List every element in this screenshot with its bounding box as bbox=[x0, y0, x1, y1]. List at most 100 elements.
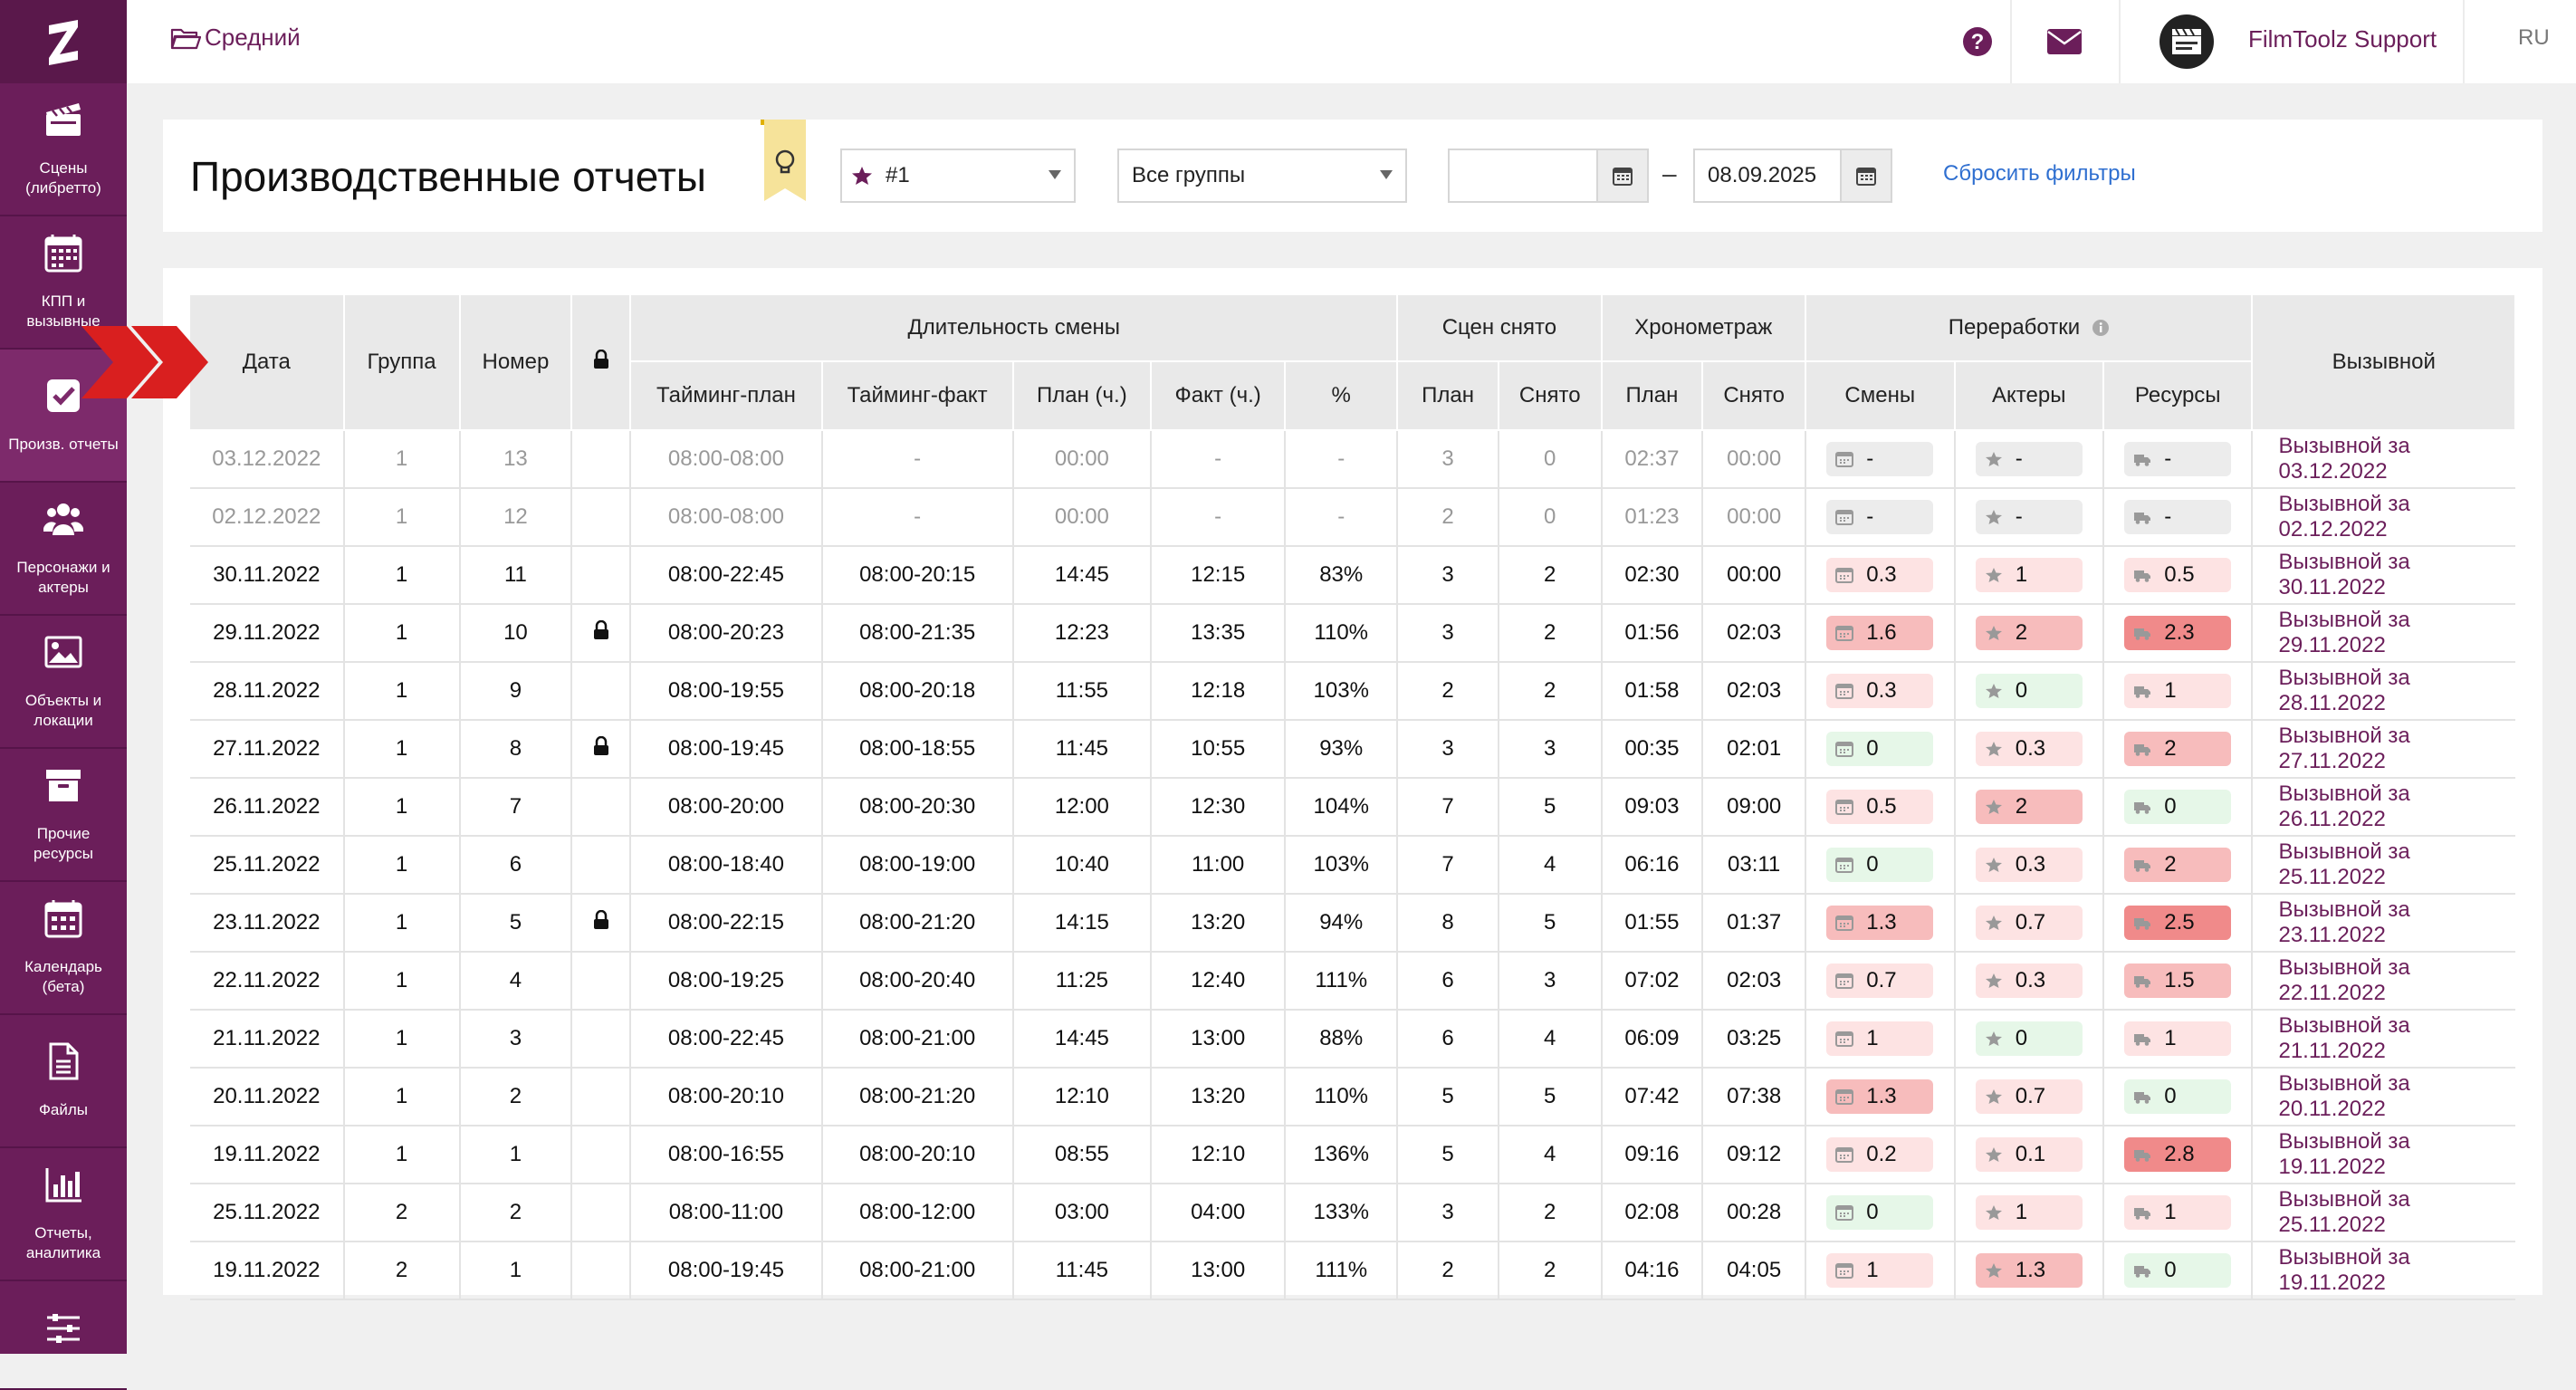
table-row[interactable]: 30.11.2022 1 11 08:00-22:45 08:00-20:15 14:45… bbox=[190, 546, 2515, 605]
overtime-shifts-pill[interactable]: 1.6 bbox=[1826, 616, 1934, 650]
header-timing-fact[interactable]: Тайминг-факт bbox=[821, 361, 1014, 431]
overtime-resources-pill[interactable]: 0 bbox=[2124, 790, 2232, 824]
overtime-actors-pill[interactable]: 0.7 bbox=[1975, 906, 2083, 940]
callsheet-link[interactable]: Вызывной за 19.11.2022 bbox=[2252, 1241, 2515, 1300]
reset-filters-link[interactable]: Сбросить фильтры bbox=[1943, 161, 2136, 186]
overtime-shifts-pill[interactable]: - bbox=[1826, 500, 1934, 534]
sidebar-item-7[interactable]: Календарь (бета) bbox=[0, 882, 127, 1015]
overtime-actors-pill[interactable]: 0.3 bbox=[1975, 848, 2083, 882]
overtime-actors-pill[interactable]: 0.3 bbox=[1975, 963, 2083, 998]
header-timing-plan-2[interactable]: План bbox=[1601, 361, 1704, 431]
overtime-shifts-pill[interactable]: 0 bbox=[1826, 1195, 1934, 1230]
overtime-resources-pill[interactable]: 2.5 bbox=[2124, 906, 2232, 940]
overtime-resources-pill[interactable]: 2 bbox=[2124, 848, 2232, 882]
sidebar-item-5[interactable]: Объекты и локации bbox=[0, 616, 127, 749]
overtime-shifts-pill[interactable]: 0.7 bbox=[1826, 963, 1934, 998]
sidebar-item-1[interactable]: Сцены (либретто) bbox=[0, 83, 127, 216]
overtime-resources-pill[interactable]: - bbox=[2124, 500, 2232, 534]
overtime-actors-pill[interactable]: 1 bbox=[1975, 1195, 2083, 1230]
header-plan-hours[interactable]: План (ч.) bbox=[1012, 361, 1153, 431]
table-row[interactable]: 21.11.2022 1 3 08:00-22:45 08:00-21:00 14:45 1… bbox=[190, 1010, 2515, 1069]
overtime-actors-pill[interactable]: 0 bbox=[1975, 674, 2083, 708]
callsheet-link[interactable]: Вызывной за 22.11.2022 bbox=[2252, 952, 2515, 1011]
overtime-shifts-pill[interactable]: 1.3 bbox=[1826, 906, 1934, 940]
overtime-actors-pill[interactable]: 2 bbox=[1975, 790, 2083, 824]
header-group[interactable]: Группа bbox=[343, 295, 461, 431]
group-select[interactable]: #1 bbox=[840, 149, 1076, 203]
breadcrumb[interactable]: Средний bbox=[170, 24, 301, 52]
callsheet-link[interactable]: Вызывной за 19.11.2022 bbox=[2252, 1126, 2515, 1184]
app-logo[interactable] bbox=[0, 0, 127, 83]
callsheet-link[interactable]: Вызывной за 30.11.2022 bbox=[2252, 546, 2515, 605]
overtime-shifts-pill[interactable]: 1 bbox=[1826, 1253, 1934, 1288]
overtime-resources-pill[interactable]: 1.5 bbox=[2124, 963, 2232, 998]
help-button[interactable]: ? bbox=[1950, 0, 2005, 83]
overtime-shifts-pill[interactable]: 0 bbox=[1826, 732, 1934, 766]
date-to-field[interactable]: 08.09.2025 bbox=[1693, 149, 1892, 203]
callsheet-link[interactable]: Вызывной за 03.12.2022 bbox=[2252, 430, 2515, 489]
callsheet-link[interactable]: Вызывной за 28.11.2022 bbox=[2252, 662, 2515, 721]
overtime-resources-pill[interactable]: 1 bbox=[2124, 1195, 2232, 1230]
overtime-actors-pill[interactable]: - bbox=[1975, 500, 2083, 534]
overtime-resources-pill[interactable]: 2.8 bbox=[2124, 1137, 2232, 1172]
header-scenes-shot-count[interactable]: Снято bbox=[1498, 361, 1603, 431]
overtime-shifts-pill[interactable]: 1 bbox=[1826, 1021, 1934, 1056]
callsheet-link[interactable]: Вызывной за 25.11.2022 bbox=[2252, 1184, 2515, 1242]
overtime-actors-pill[interactable]: 0.7 bbox=[1975, 1079, 2083, 1114]
callsheet-link[interactable]: Вызывной за 26.11.2022 bbox=[2252, 778, 2515, 837]
overtime-shifts-pill[interactable]: - bbox=[1826, 442, 1934, 476]
table-row[interactable]: 29.11.2022 1 10 08:00-20:23 08:00-21:35 12:23… bbox=[190, 604, 2515, 663]
header-fact-hours[interactable]: Факт (ч.) bbox=[1151, 361, 1287, 431]
header-resources[interactable]: Ресурсы bbox=[2102, 361, 2254, 431]
overtime-actors-pill[interactable]: 1 bbox=[1975, 558, 2083, 592]
table-row[interactable]: 28.11.2022 1 9 08:00-19:55 08:00-20:18 11:55 1… bbox=[190, 662, 2515, 721]
overtime-resources-pill[interactable]: 1 bbox=[2124, 674, 2232, 708]
overtime-resources-pill[interactable]: 2.3 bbox=[2124, 616, 2232, 650]
date-to-picker-button[interactable] bbox=[1840, 150, 1891, 201]
overtime-resources-pill[interactable]: 2 bbox=[2124, 732, 2232, 766]
overtime-shifts-pill[interactable]: 0.3 bbox=[1826, 674, 1934, 708]
header-scenes-plan[interactable]: План bbox=[1397, 361, 1499, 431]
table-row[interactable]: 22.11.2022 1 4 08:00-19:25 08:00-20:40 11:25 1… bbox=[190, 952, 2515, 1011]
sidebar-item-6[interactable]: Прочие ресурсы bbox=[0, 749, 127, 882]
sidebar-item-10[interactable] bbox=[0, 1281, 127, 1390]
overtime-shifts-pill[interactable]: 0 bbox=[1826, 848, 1934, 882]
header-percent[interactable]: % bbox=[1285, 361, 1399, 431]
sidebar-item-2[interactable]: КПП и вызывные bbox=[0, 216, 127, 350]
callsheet-link[interactable]: Вызывной за 27.11.2022 bbox=[2252, 720, 2515, 779]
date-from-picker-button[interactable] bbox=[1596, 150, 1647, 201]
overtime-shifts-pill[interactable]: 0.5 bbox=[1826, 790, 1934, 824]
header-actors[interactable]: Актеры bbox=[1954, 361, 2104, 431]
overtime-resources-pill[interactable]: 0 bbox=[2124, 1253, 2232, 1288]
table-row[interactable]: 25.11.2022 2 2 08:00-11:00 08:00-12:00 03:00 0… bbox=[190, 1184, 2515, 1242]
table-row[interactable]: 27.11.2022 1 8 08:00-19:45 08:00-18:55 11:45 1… bbox=[190, 720, 2515, 779]
table-row[interactable]: 23.11.2022 1 5 08:00-22:15 08:00-21:20 14:15 1… bbox=[190, 894, 2515, 953]
table-row[interactable]: 20.11.2022 1 2 08:00-20:10 08:00-21:20 12:10 1… bbox=[190, 1068, 2515, 1126]
header-number[interactable]: Номер bbox=[459, 295, 573, 431]
header-date[interactable]: Дата bbox=[190, 295, 345, 431]
callsheet-link[interactable]: Вызывной за 02.12.2022 bbox=[2252, 488, 2515, 547]
table-row[interactable]: 19.11.2022 1 1 08:00-16:55 08:00-20:10 08:55 1… bbox=[190, 1126, 2515, 1184]
user-name[interactable]: FilmToolz Support bbox=[2248, 25, 2437, 53]
overtime-resources-pill[interactable]: 0.5 bbox=[2124, 558, 2232, 592]
callsheet-link[interactable]: Вызывной за 21.11.2022 bbox=[2252, 1010, 2515, 1069]
sidebar-item-9[interactable]: Отчеты, аналитика bbox=[0, 1148, 127, 1281]
info-icon[interactable] bbox=[2092, 319, 2110, 337]
tips-bookmark[interactable] bbox=[761, 120, 809, 207]
overtime-actors-pill[interactable]: 0.1 bbox=[1975, 1137, 2083, 1172]
overtime-resources-pill[interactable]: 1 bbox=[2124, 1021, 2232, 1056]
callsheet-link[interactable]: Вызывной за 25.11.2022 bbox=[2252, 836, 2515, 895]
overtime-resources-pill[interactable]: 0 bbox=[2124, 1079, 2232, 1114]
overtime-actors-pill[interactable]: 1.3 bbox=[1975, 1253, 2083, 1288]
overtime-shifts-pill[interactable]: 0.2 bbox=[1826, 1137, 1934, 1172]
sidebar-item-4[interactable]: Персонажи и актеры bbox=[0, 483, 127, 616]
messages-button[interactable] bbox=[2019, 0, 2110, 83]
overtime-shifts-pill[interactable]: 0.3 bbox=[1826, 558, 1934, 592]
callsheet-link[interactable]: Вызывной за 20.11.2022 bbox=[2252, 1068, 2515, 1126]
overtime-actors-pill[interactable]: 0.3 bbox=[1975, 732, 2083, 766]
language-switcher[interactable]: RU bbox=[2518, 25, 2550, 50]
table-row[interactable]: 25.11.2022 1 6 08:00-18:40 08:00-19:00 10:40 1… bbox=[190, 836, 2515, 895]
avatar[interactable] bbox=[2155, 0, 2218, 83]
overtime-actors-pill[interactable]: - bbox=[1975, 442, 2083, 476]
overtime-resources-pill[interactable]: - bbox=[2124, 442, 2232, 476]
